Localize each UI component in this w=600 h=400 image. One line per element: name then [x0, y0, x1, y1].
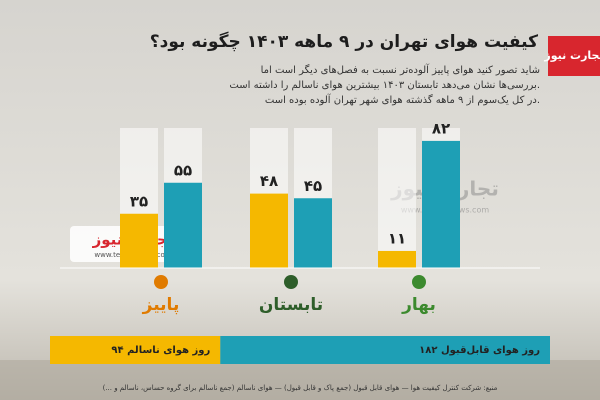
bar [378, 250, 416, 268]
bar [250, 193, 288, 268]
season-icon [412, 275, 426, 289]
bar [164, 182, 202, 268]
bar [120, 213, 158, 268]
city-silhouette [0, 360, 600, 400]
x-tick-label: بهار [401, 295, 436, 315]
source-note: منبع: شرکت کنترل کیفیت هوا — هوای قابل ق… [103, 383, 498, 392]
logo-box [548, 36, 600, 76]
value-label: ۸۲ [432, 119, 450, 137]
value-label: ۳۵ [130, 192, 148, 210]
bar-track [378, 128, 416, 268]
value-label: ۵۵ [174, 161, 192, 179]
subtitle-line: بررسی‌ها نشان می‌دهد تابستان ۱۴۰۳ بیشتری… [229, 80, 540, 91]
season-icon [154, 275, 168, 289]
subtitle-line: در کل یک‌سوم از ۹ ماهه گذشته هوای شهر ته… [265, 93, 540, 106]
value-label: ۴۸ [260, 172, 278, 190]
logo-text: تجارت نیوز [543, 49, 600, 62]
chart-title: کیفیت هوای تهران در ۹ ماهه ۱۴۰۳ چگونه بو… [150, 31, 538, 52]
summary-bar [220, 336, 550, 364]
bar [422, 140, 460, 268]
value-label: ۴۵ [304, 177, 322, 195]
value-label: ۱۱ [388, 229, 406, 247]
x-tick-label: پاییز [142, 295, 180, 315]
summary-bar [50, 336, 221, 364]
summary-label: ۱۸۲ روز هوای قابل‌قبول [419, 345, 540, 356]
bar [294, 198, 332, 268]
summary-label: ۹۴ روز هوای ناسالم [111, 345, 210, 356]
x-tick-label: تابستان [259, 295, 323, 315]
season-icon [284, 275, 298, 289]
subtitle-line: شاید تصور کنید هوای پاییز آلوده‌تر نسبت … [261, 63, 540, 76]
